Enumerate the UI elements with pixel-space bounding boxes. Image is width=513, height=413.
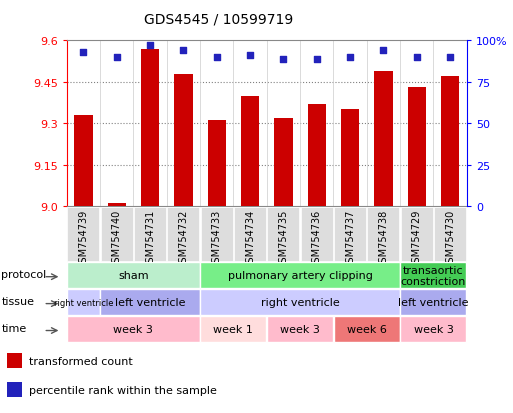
FancyBboxPatch shape <box>367 207 400 262</box>
Bar <box>74 116 92 206</box>
FancyBboxPatch shape <box>234 207 266 262</box>
Text: GDS4545 / 10599719: GDS4545 / 10599719 <box>144 12 293 26</box>
Point <box>312 56 321 63</box>
FancyBboxPatch shape <box>134 207 166 262</box>
Text: week 3: week 3 <box>113 324 153 335</box>
Bar <box>208 121 226 206</box>
Text: GSM754731: GSM754731 <box>145 209 155 268</box>
FancyBboxPatch shape <box>401 263 466 289</box>
Text: percentile rank within the sample: percentile rank within the sample <box>29 385 216 395</box>
Bar <box>274 119 292 206</box>
FancyBboxPatch shape <box>434 207 466 262</box>
Text: GSM754730: GSM754730 <box>445 209 455 268</box>
Point <box>246 53 254 59</box>
Text: sham: sham <box>118 271 149 281</box>
Text: GSM754737: GSM754737 <box>345 209 355 268</box>
Bar <box>308 104 326 206</box>
Text: pulmonary artery clipping: pulmonary artery clipping <box>228 271 372 281</box>
FancyBboxPatch shape <box>301 207 333 262</box>
Text: week 1: week 1 <box>213 324 253 335</box>
Text: left ventricle: left ventricle <box>115 297 185 308</box>
Bar <box>174 74 192 206</box>
Text: GSM754729: GSM754729 <box>412 209 422 268</box>
FancyBboxPatch shape <box>67 290 100 316</box>
Text: GSM754732: GSM754732 <box>179 209 188 268</box>
Bar <box>341 110 359 206</box>
Text: GSM754733: GSM754733 <box>212 209 222 268</box>
Text: tissue: tissue <box>2 296 34 306</box>
FancyBboxPatch shape <box>267 316 333 342</box>
Text: GSM754740: GSM754740 <box>112 209 122 268</box>
FancyBboxPatch shape <box>401 316 466 342</box>
Bar <box>241 96 259 206</box>
Text: GSM754734: GSM754734 <box>245 209 255 268</box>
FancyBboxPatch shape <box>67 263 200 289</box>
Text: GSM754739: GSM754739 <box>78 209 88 268</box>
FancyBboxPatch shape <box>201 207 233 262</box>
FancyBboxPatch shape <box>401 290 466 316</box>
FancyBboxPatch shape <box>67 316 200 342</box>
Text: transformed count: transformed count <box>29 356 132 366</box>
FancyBboxPatch shape <box>201 263 400 289</box>
Point <box>112 55 121 61</box>
Text: left ventricle: left ventricle <box>398 297 469 308</box>
Bar <box>108 204 126 206</box>
FancyBboxPatch shape <box>201 290 400 316</box>
Text: time: time <box>2 323 27 333</box>
FancyBboxPatch shape <box>101 290 200 316</box>
Point <box>212 55 221 61</box>
Text: week 3: week 3 <box>280 324 320 335</box>
Bar <box>141 50 159 206</box>
Bar <box>441 77 459 206</box>
Text: right ventricle: right ventricle <box>54 298 113 307</box>
FancyBboxPatch shape <box>201 316 266 342</box>
Text: protocol: protocol <box>2 269 47 279</box>
Point <box>379 48 388 55</box>
Point <box>179 48 187 55</box>
FancyBboxPatch shape <box>334 316 400 342</box>
Point <box>412 55 421 61</box>
Bar <box>374 71 392 206</box>
Text: week 6: week 6 <box>347 324 387 335</box>
Bar <box>408 88 426 206</box>
FancyBboxPatch shape <box>67 207 100 262</box>
Point <box>79 50 87 56</box>
Text: week 3: week 3 <box>413 324 453 335</box>
Point <box>279 56 287 63</box>
Text: right ventricle: right ventricle <box>261 297 340 308</box>
Bar <box>7 382 22 397</box>
FancyBboxPatch shape <box>167 207 200 262</box>
FancyBboxPatch shape <box>334 207 366 262</box>
Bar <box>7 354 22 368</box>
Text: GSM754735: GSM754735 <box>279 209 288 268</box>
FancyBboxPatch shape <box>401 207 433 262</box>
Point <box>446 55 454 61</box>
FancyBboxPatch shape <box>267 207 300 262</box>
Text: transaortic
constriction: transaortic constriction <box>401 265 466 287</box>
Text: GSM754736: GSM754736 <box>312 209 322 268</box>
Point <box>146 43 154 50</box>
Point <box>346 55 354 61</box>
Text: GSM754738: GSM754738 <box>379 209 388 268</box>
FancyBboxPatch shape <box>101 207 133 262</box>
